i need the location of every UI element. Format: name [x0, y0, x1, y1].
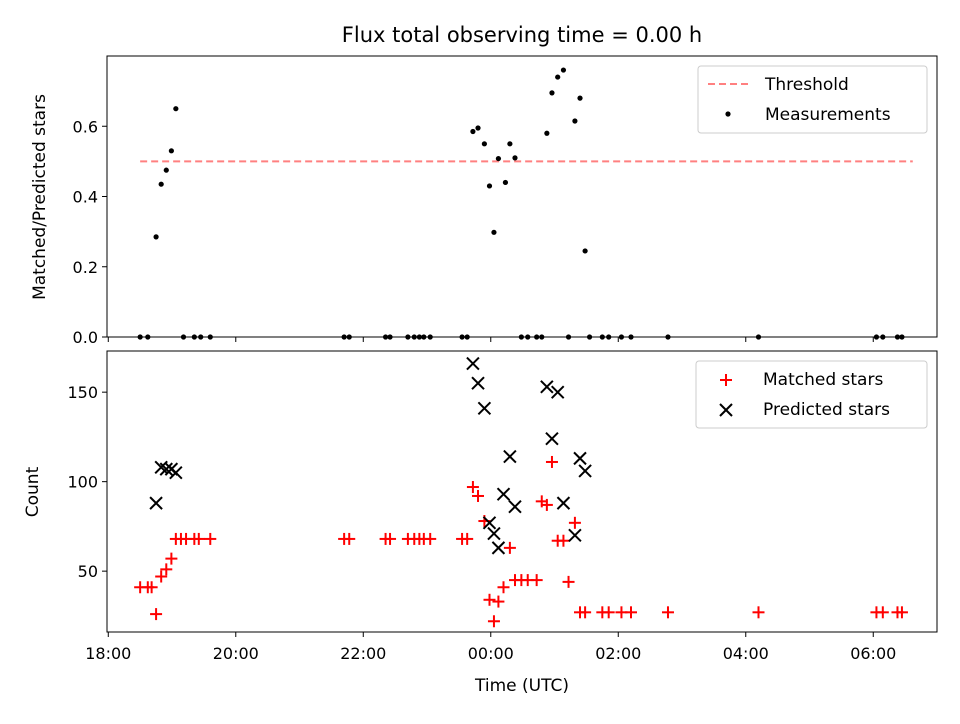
- x-tick-label: 06:00: [850, 644, 896, 663]
- predicted-star-point: [557, 497, 569, 509]
- predicted-star-point: [488, 528, 500, 540]
- measurement-point: [496, 156, 501, 161]
- predicted-star-point: [546, 433, 558, 445]
- matched-star-point: [483, 594, 495, 606]
- measurement-point: [169, 148, 174, 153]
- measurement-point: [507, 141, 512, 146]
- predicted-star-point: [509, 501, 521, 513]
- measurement-point: [544, 131, 549, 136]
- predicted-star-point: [150, 497, 162, 509]
- bottom-legend: Matched stars Predicted stars: [696, 361, 927, 428]
- measurement-point: [549, 90, 554, 95]
- top-panel: Flux total observing time = 0.00 h Match…: [30, 23, 937, 347]
- matched-star-point: [531, 574, 543, 586]
- matched-star-point: [492, 596, 504, 608]
- predicted-star-point: [504, 451, 516, 463]
- legend-measurements-swatch: [725, 111, 730, 116]
- top-y-tick-label: 0.4: [73, 188, 98, 207]
- x-tick-label: 18:00: [85, 644, 131, 663]
- bottom-y-tick-label: 150: [67, 383, 98, 402]
- matched-star-point: [204, 533, 216, 545]
- matched-star-point: [877, 606, 889, 618]
- x-tick-label: 22:00: [340, 644, 386, 663]
- bottom-y-axis-label: Count: [23, 466, 43, 517]
- measurement-point: [159, 182, 164, 187]
- measurement-point: [164, 168, 169, 173]
- matched-star-point: [546, 456, 558, 468]
- x-axis-label: Time (UTC): [474, 676, 569, 696]
- x-tick-label: 20:00: [213, 644, 259, 663]
- x-tick-label: 04:00: [723, 644, 769, 663]
- matched-star-point: [498, 581, 510, 593]
- top-y-tick-label: 0.6: [73, 117, 98, 136]
- bottom-y-tick-label: 100: [67, 473, 98, 492]
- matched-star-point: [662, 606, 674, 618]
- predicted-star-point: [478, 402, 490, 414]
- predicted-star-point: [498, 488, 510, 500]
- matched-stars-points: [134, 456, 908, 627]
- measurement-point: [555, 74, 560, 79]
- predicted-star-point: [467, 358, 479, 370]
- matched-star-point: [603, 606, 615, 618]
- matched-star-point: [625, 606, 637, 618]
- figure: Flux total observing time = 0.00 h Match…: [0, 0, 960, 720]
- measurement-point: [173, 106, 178, 111]
- predicted-star-point: [472, 377, 484, 389]
- measurement-point: [475, 125, 480, 130]
- chart-title: Flux total observing time = 0.00 h: [342, 23, 702, 47]
- measurement-point: [470, 129, 475, 134]
- measurement-point: [491, 230, 496, 235]
- matched-star-point: [488, 615, 500, 627]
- measurement-point: [577, 96, 582, 101]
- predicted-star-point: [552, 386, 564, 398]
- predicted-star-point: [579, 465, 591, 477]
- measurement-point: [503, 180, 508, 185]
- matched-star-point: [557, 535, 569, 547]
- top-y-tick-label: 0.0: [73, 328, 98, 347]
- predicted-star-point: [574, 452, 586, 464]
- predicted-star-point: [492, 542, 504, 554]
- measurement-point: [487, 183, 492, 188]
- measurement-point: [512, 155, 517, 160]
- matched-star-point: [150, 608, 162, 620]
- x-tick-label: 02:00: [595, 644, 641, 663]
- matched-star-point: [753, 606, 765, 618]
- top-axis-ticks: 0.0 0.2 0.4 0.6: [73, 117, 874, 347]
- matched-star-point: [165, 553, 177, 565]
- measurement-point: [572, 118, 577, 123]
- matched-star-point: [504, 542, 516, 554]
- predicted-stars-points: [150, 358, 591, 554]
- bottom-panel: Count Time (UTC) 50 100 150 18:00 20:00 22:00…: [23, 351, 937, 696]
- top-y-tick-label: 0.2: [73, 258, 98, 277]
- measurement-point: [583, 248, 588, 253]
- legend-matched-label: Matched stars: [763, 370, 883, 390]
- measurement-point: [482, 141, 487, 146]
- measurement-point: [561, 67, 566, 72]
- matched-star-point: [569, 517, 581, 529]
- predicted-star-point: [569, 529, 581, 541]
- legend-predicted-label: Predicted stars: [763, 400, 890, 420]
- top-legend: Threshold Measurements: [698, 66, 927, 133]
- bottom-y-tick-label: 50: [78, 562, 98, 581]
- predicted-star-point: [541, 381, 553, 393]
- legend-measurements-label: Measurements: [765, 105, 891, 125]
- top-y-axis-label: Matched/Predicted stars: [30, 94, 50, 300]
- predicted-star-point: [170, 467, 182, 479]
- matched-star-point: [424, 533, 436, 545]
- matched-star-point: [563, 576, 575, 588]
- x-tick-label: 00:00: [468, 644, 514, 663]
- legend-threshold-label: Threshold: [764, 75, 849, 95]
- measurement-point: [153, 234, 158, 239]
